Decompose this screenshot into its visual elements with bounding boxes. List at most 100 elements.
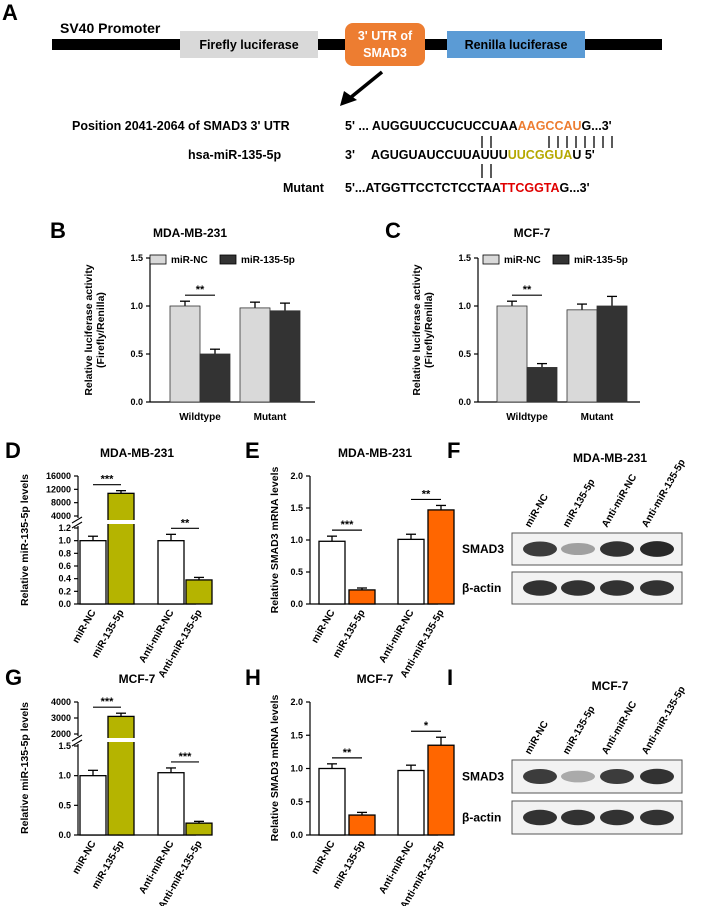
panel-letter-h: H <box>245 665 261 690</box>
blot-f: F MDA-MB-231 miR-NC miR-135-5p Anti-miR-NC An… <box>447 438 688 605</box>
y-tick-label: 1.5 <box>290 730 303 740</box>
x-category-label: Mutant <box>581 412 614 423</box>
chart-d: D MDA-MB-231 0.0 0.2 0.4 0.6 0.8 1.0 1.2 4000 8000… <box>5 438 213 680</box>
significance-label: ** <box>343 747 352 759</box>
y-axis-label-line2: (Firefly/Renilla) <box>95 292 107 368</box>
blot-band <box>600 809 634 826</box>
utr-label-line1: 3' UTR of <box>358 29 413 43</box>
lane-label: Anti-miR-135-5p <box>640 458 688 530</box>
lane-label: miR-NC <box>523 492 551 529</box>
chart-g: G MCF-7 0.0 0.5 1.0 1.5 2000 3000 4000 Relative m… <box>5 665 213 906</box>
panel-a: A SV40 Promoter Firefly luciferase 3' UT… <box>2 0 662 195</box>
seq-wt: 5' ... AUGGUUCCUCUCCUAAAAGCCAUG...3' <box>345 119 612 133</box>
x-category-label: Wildtype <box>506 412 548 423</box>
y-tick-label: 1.5 <box>58 741 71 751</box>
utr-box <box>345 23 425 66</box>
x-category-label: miR-135-5p <box>331 608 367 660</box>
significance-label: *** <box>101 474 115 486</box>
blot-row-label: β-actin <box>462 581 501 595</box>
y-axis-label: Relative luciferase activity <box>411 264 423 395</box>
blot-row-label: β-actin <box>462 811 501 825</box>
axis-break <box>72 736 80 744</box>
lane-label: miR-NC <box>523 719 551 756</box>
panel-letter-a: A <box>2 0 18 25</box>
axis-break-mark <box>71 734 83 742</box>
bar-break <box>107 520 135 524</box>
significance-label: *** <box>341 519 355 531</box>
significance-label: *** <box>101 696 115 708</box>
seq-mir: 3' AGUGUAUCCUUAUUUUUCGGUAU 5' <box>345 148 595 162</box>
y-axis-label: Relative SMAD3 mRNA levels <box>269 467 281 614</box>
firefly-label: Firefly luciferase <box>199 38 298 52</box>
bar <box>185 579 213 605</box>
legend-swatch <box>219 254 237 265</box>
bar <box>107 715 135 836</box>
x-category-label: miR-135-5p <box>331 839 367 891</box>
y-tick-label: 0.5 <box>130 349 143 359</box>
arrow-head-icon <box>340 91 357 106</box>
chart-title: MCF-7 <box>119 672 156 686</box>
y-tick-label: 0.0 <box>290 599 303 609</box>
promoter-label: SV40 Promoter <box>60 20 161 36</box>
y-axis-label: Relative luciferase activity <box>83 264 95 395</box>
blot-row-label: SMAD3 <box>462 542 504 556</box>
axis-break-mark <box>71 521 83 529</box>
y-tick-label: 8000 <box>51 498 71 508</box>
panel-letter-g: G <box>5 665 22 690</box>
lane-label: miR-135-5p <box>561 704 597 756</box>
legend-label: miR-135-5p <box>574 255 628 266</box>
bar <box>239 307 271 403</box>
y-tick-label: 0.0 <box>458 397 471 407</box>
blot-band <box>640 768 674 785</box>
lane-label: Anti-miR-NC <box>600 473 639 530</box>
x-category-label: Mutant <box>254 412 287 423</box>
significance-label: ** <box>181 517 190 529</box>
bar <box>566 309 598 403</box>
panel-letter-d: D <box>5 438 21 463</box>
chart-b: B MDA-MB-231 0.0 0.5 1.0 1.5 Relative lucifera… <box>50 218 315 423</box>
y-tick-label: 1.0 <box>130 301 143 311</box>
panel-letter-e: E <box>245 438 260 463</box>
bar <box>157 540 185 605</box>
y-tick-label: 0.0 <box>58 599 71 609</box>
blot-band <box>561 770 595 783</box>
y-tick-label: 0.4 <box>58 574 71 584</box>
blot-band <box>561 580 595 596</box>
blot-band <box>523 809 557 826</box>
y-axis-label: Relative miR-135-5p levels <box>19 702 31 834</box>
bar <box>185 822 213 836</box>
legend-label: miR-NC <box>504 255 541 266</box>
y-axis-label: Relative SMAD3 mRNA levels <box>269 695 281 842</box>
bar-break <box>107 738 135 742</box>
bar <box>496 305 528 403</box>
significance-label: ** <box>523 284 532 296</box>
y-axis-label-line2: (Firefly/Renilla) <box>423 292 435 368</box>
bar <box>318 540 346 605</box>
x-category-label: miR-NC <box>71 608 99 645</box>
bar <box>348 814 376 836</box>
bar <box>169 305 201 403</box>
y-tick-label: 0.5 <box>290 567 303 577</box>
significance-label: * <box>424 720 429 732</box>
y-tick-label: 1.5 <box>290 503 303 513</box>
y-tick-label: 2.0 <box>290 471 303 481</box>
chart-c: C MCF-7 0.0 0.5 1.0 1.5 Relative luciferase ac… <box>385 218 640 423</box>
y-tick-label: 1.5 <box>458 253 471 263</box>
y-tick-label: 1.0 <box>290 535 303 545</box>
y-tick-label: 1.5 <box>130 253 143 263</box>
axis-break <box>72 518 80 526</box>
base-pair-lines <box>481 136 613 178</box>
y-tick-label: 0.0 <box>58 830 71 840</box>
blot-band <box>640 541 674 557</box>
blot-row-label: SMAD3 <box>462 770 504 784</box>
chart-title: MDA-MB-231 <box>153 226 227 240</box>
y-tick-label: 2.0 <box>290 697 303 707</box>
x-category-label: miR-NC <box>310 839 338 876</box>
bar <box>157 772 185 836</box>
y-tick-label: 0.8 <box>58 548 71 558</box>
lane-label: Anti-miR-NC <box>600 700 639 757</box>
y-tick-label: 0.6 <box>58 561 71 571</box>
lane-label: Anti-miR-135-5p <box>640 685 688 757</box>
